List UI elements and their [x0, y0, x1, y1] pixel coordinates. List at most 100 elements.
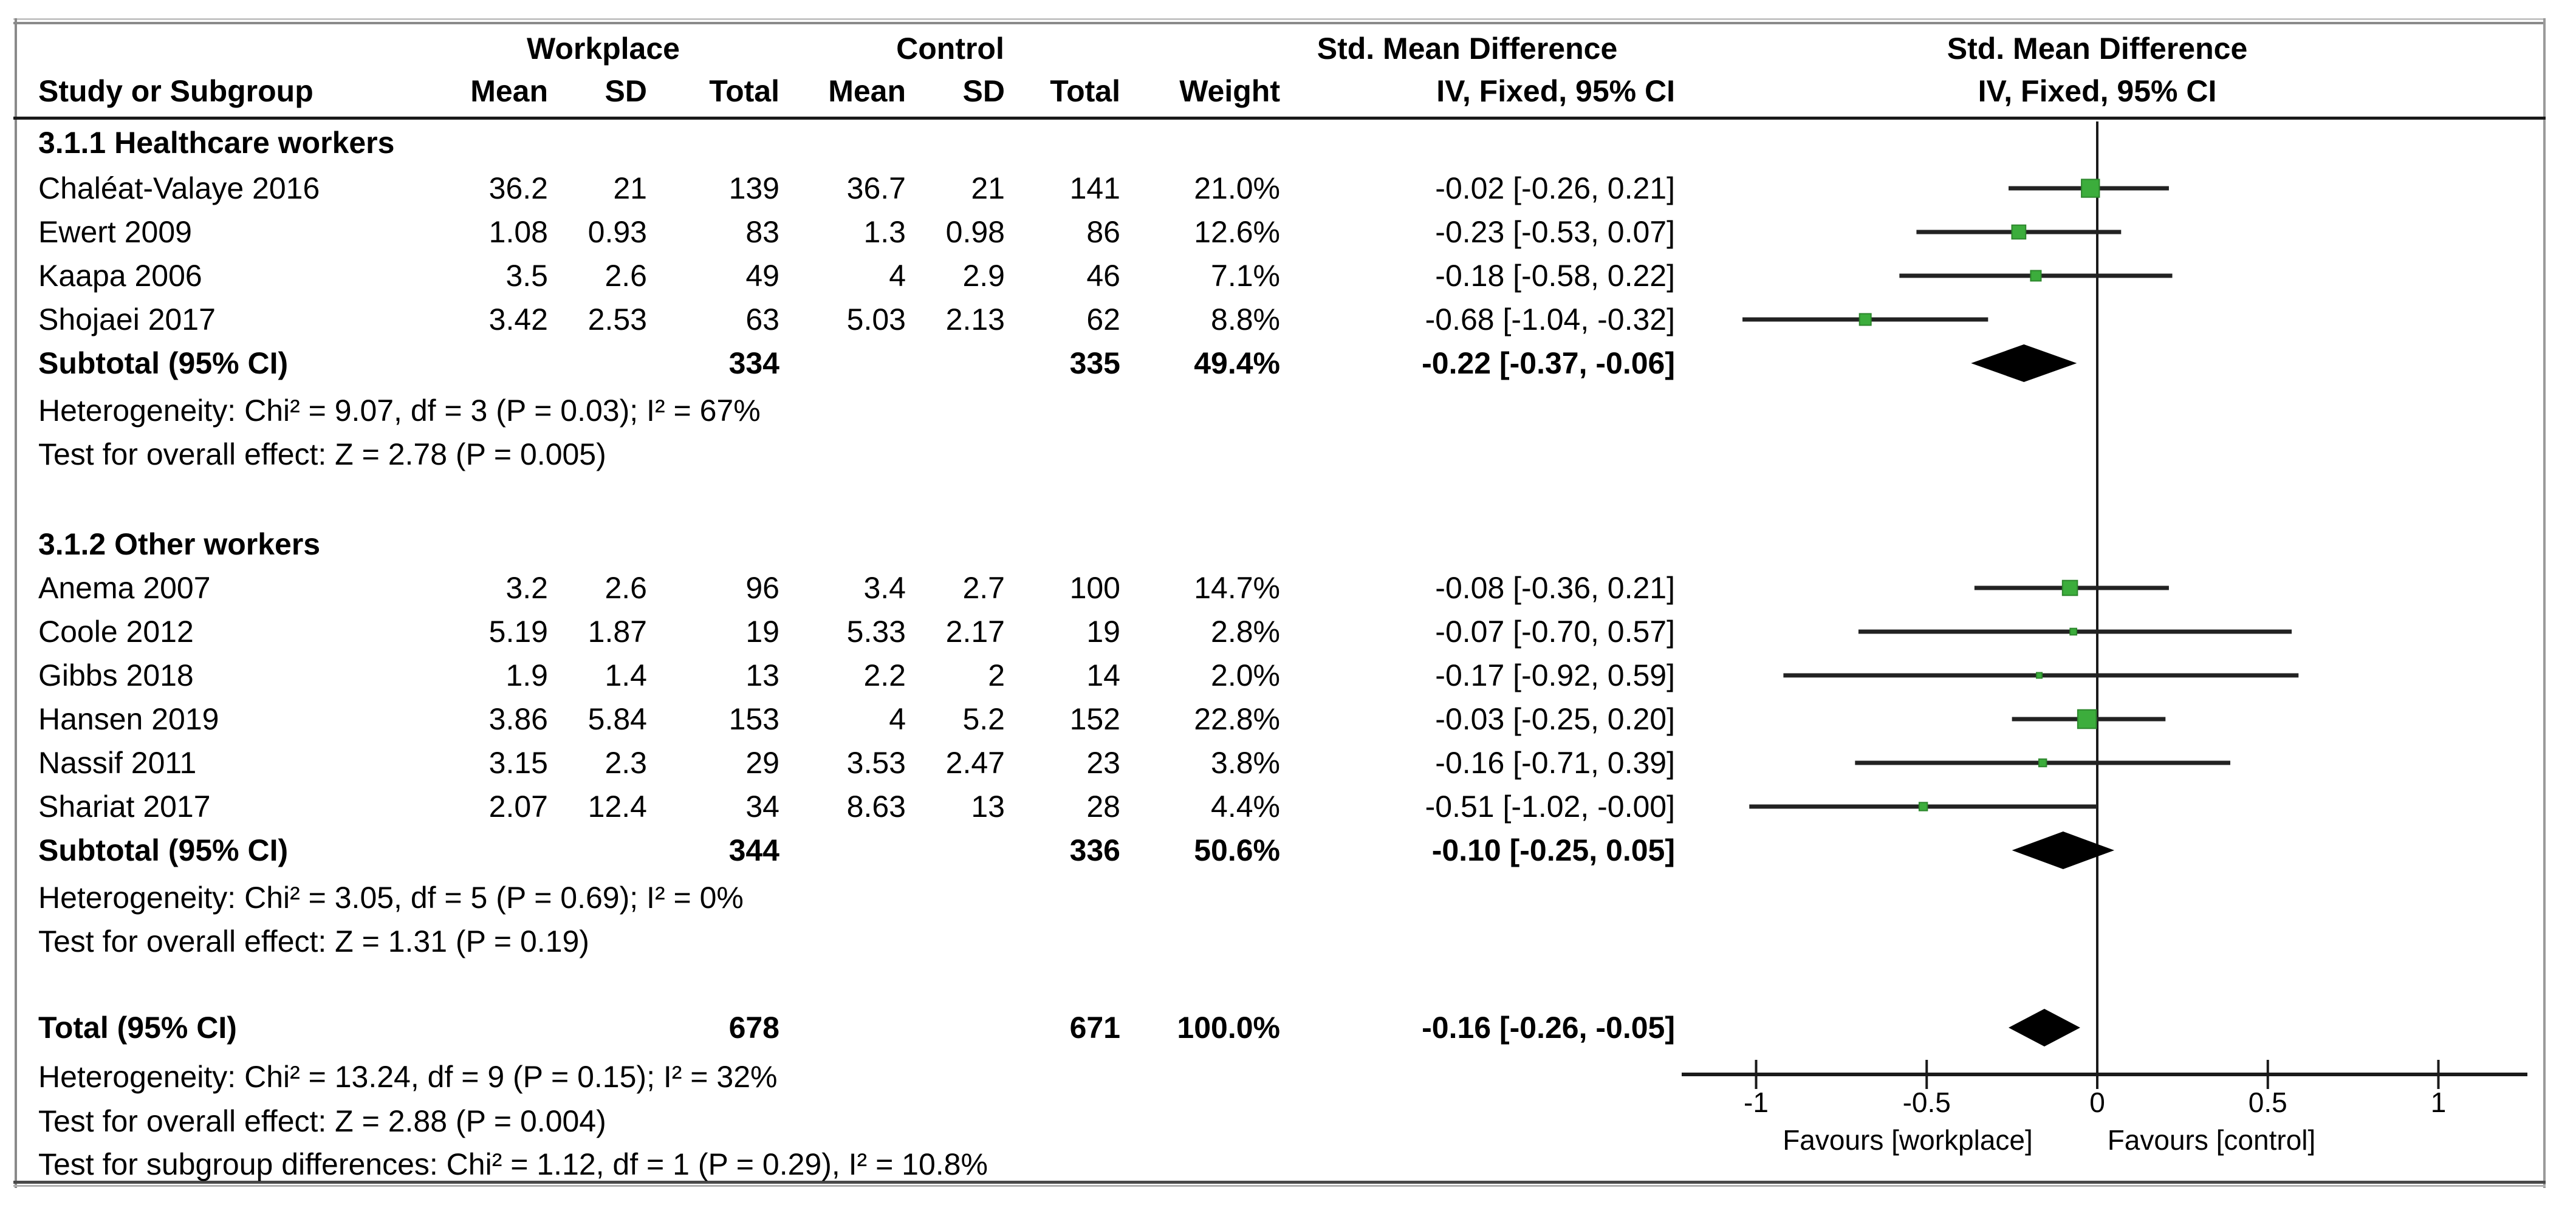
study-value: 3.53 [846, 746, 906, 780]
study-label: Shariat 2017 [38, 790, 211, 824]
subgroup-heading: 3.1.2 Other workers [38, 527, 321, 561]
study-value: 14 [1086, 658, 1120, 692]
study-value: 2.3 [605, 746, 647, 780]
study-label: Gibbs 2018 [38, 658, 194, 692]
study-value: 7.1% [1211, 259, 1280, 293]
col-total1-header: Total [709, 74, 779, 108]
subtotal-ci-text: -0.10 [-0.25, 0.05] [1431, 833, 1675, 867]
total-total2: 671 [1069, 1011, 1120, 1045]
study-ci-text: -0.23 [-0.53, 0.07] [1435, 215, 1675, 249]
subtotal-weight: 50.6% [1194, 833, 1280, 867]
total-total1: 678 [728, 1011, 779, 1045]
effect-square [2069, 627, 2078, 636]
study-value: 2.17 [945, 615, 1005, 649]
study-ci-text: -0.51 [-1.02, -0.00] [1425, 790, 1675, 824]
study-value: 4 [889, 702, 906, 736]
study-label: Kaapa 2006 [38, 259, 202, 293]
x-axis-tick-label: -0.5 [1903, 1087, 1951, 1118]
study-value: 23 [1086, 746, 1120, 780]
study-value: 8.63 [846, 790, 906, 824]
study-value: 152 [1069, 702, 1120, 736]
study-value: 3.86 [488, 702, 548, 736]
study-value: 12.4 [587, 790, 647, 824]
col-ci-header: IV, Fixed, 95% CI [1436, 74, 1675, 108]
figure-border-top-light [13, 18, 2546, 20]
study-value: 2.7 [962, 571, 1005, 605]
study-value: 2.07 [488, 790, 548, 824]
effect-square [2036, 672, 2043, 679]
study-value: 21 [971, 171, 1005, 205]
study-value: 14.7% [1194, 571, 1280, 605]
study-ci-text: -0.03 [-0.25, 0.20] [1435, 702, 1675, 736]
study-label: Nassif 2011 [38, 746, 197, 780]
x-axis-tick-label: -1 [1744, 1087, 1769, 1118]
study-value: 3.15 [488, 746, 548, 780]
subgroup-footnote: Test for overall effect: Z = 1.31 (P = 0… [38, 924, 589, 958]
col-sd2-header: SD [962, 74, 1005, 108]
study-value: 96 [745, 571, 779, 605]
study-value: 4 [889, 259, 906, 293]
study-label: Anema 2007 [38, 571, 211, 605]
study-value: 3.4 [863, 571, 906, 605]
study-value: 1.3 [863, 215, 906, 249]
subgroup-heading: 3.1.1 Healthcare workers [38, 126, 395, 160]
study-value: 3.2 [505, 571, 548, 605]
subtotal-total1: 334 [728, 346, 779, 380]
study-value: 62 [1086, 302, 1120, 336]
subgroup-footnote: Heterogeneity: Chi² = 9.07, df = 3 (P = … [38, 394, 761, 428]
study-value: 13 [971, 790, 1005, 824]
study-value: 36.2 [488, 171, 548, 205]
study-value: 63 [745, 302, 779, 336]
study-value: 5.84 [587, 702, 647, 736]
study-ci-text: -0.02 [-0.26, 0.21] [1435, 171, 1675, 205]
study-label: Chaléat-Valaye 2016 [38, 171, 320, 205]
figure-border-top [13, 22, 2546, 24]
study-value: 29 [745, 746, 779, 780]
total-diamond [2009, 1009, 2080, 1046]
study-ci-text: -0.07 [-0.70, 0.57] [1435, 615, 1675, 649]
effect-square [2011, 224, 2027, 240]
total-footnote: Test for overall effect: Z = 2.88 (P = 0… [38, 1104, 606, 1138]
study-ci-text: -0.16 [-0.71, 0.39] [1435, 746, 1675, 780]
subtotal-label: Subtotal (95% CI) [38, 833, 289, 867]
study-value: 2.2 [863, 658, 906, 692]
total-label: Total (95% CI) [38, 1011, 237, 1045]
study-value: 0.93 [587, 215, 647, 249]
study-value: 13 [745, 658, 779, 692]
subgroup-footnote: Heterogeneity: Chi² = 3.05, df = 5 (P = … [38, 881, 744, 915]
col-group-control-header: Control [896, 32, 1004, 66]
study-value: 2 [988, 658, 1005, 692]
study-value: 3.8% [1211, 746, 1280, 780]
subtotal-diamond [1971, 344, 2077, 382]
effect-square [2077, 709, 2097, 729]
x-axis-tick-label: 0 [2089, 1087, 2105, 1118]
study-value: 2.53 [587, 302, 647, 336]
total-footnote: Heterogeneity: Chi² = 13.24, df = 9 (P =… [38, 1060, 778, 1094]
plot-title: Std. Mean Difference [1947, 32, 2248, 66]
subtotal-diamond [2012, 831, 2115, 869]
study-value: 1.9 [505, 658, 548, 692]
study-ci-text: -0.68 [-1.04, -0.32] [1425, 302, 1675, 336]
study-value: 83 [745, 215, 779, 249]
col-group-smd-header: Std. Mean Difference [1317, 32, 1618, 66]
study-value: 153 [728, 702, 779, 736]
effect-square [1918, 802, 1928, 811]
study-value: 8.8% [1211, 302, 1280, 336]
col-total2-header: Total [1050, 74, 1120, 108]
study-label: Shojaei 2017 [38, 302, 216, 336]
study-value: 34 [745, 790, 779, 824]
study-value: 2.9 [962, 259, 1005, 293]
study-value: 49 [745, 259, 779, 293]
effect-square [1858, 313, 1872, 326]
study-value: 5.2 [962, 702, 1005, 736]
study-value: 3.42 [488, 302, 548, 336]
total-ci-text: -0.16 [-0.26, -0.05] [1422, 1011, 1675, 1045]
study-value: 2.6 [605, 571, 647, 605]
plot-subtitle: IV, Fixed, 95% CI [1978, 74, 2217, 108]
study-value: 86 [1086, 215, 1120, 249]
study-value: 2.13 [945, 302, 1005, 336]
study-ci-text: -0.18 [-0.58, 0.22] [1435, 259, 1675, 293]
subtotal-weight: 49.4% [1194, 346, 1280, 380]
effect-square [2030, 270, 2042, 282]
